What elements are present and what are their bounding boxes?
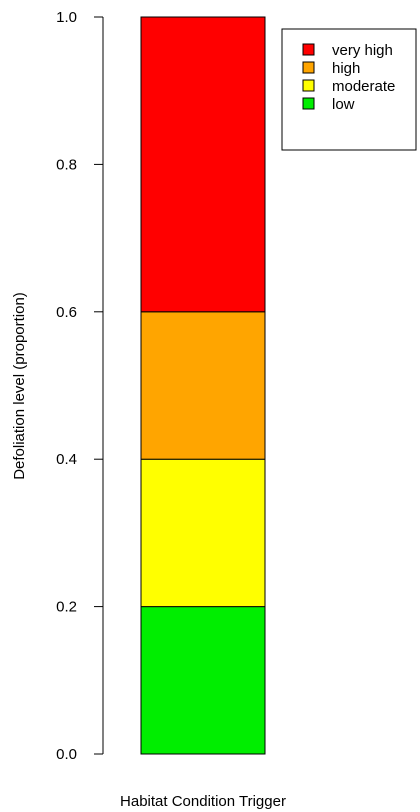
y-tick-label: 0.4 — [56, 451, 77, 468]
legend-label-low: low — [332, 96, 355, 113]
legend-label-moderate: moderate — [332, 78, 395, 95]
bar-segment-low — [140, 606, 266, 755]
y-axis: 0.0 0.2 0.4 0.6 0.8 1.0 — [56, 9, 104, 763]
y-tick-label: 0.2 — [56, 599, 77, 616]
legend-swatch-low — [302, 97, 315, 110]
legend-swatch-moderate — [302, 79, 315, 92]
bar-segment-moderate — [140, 458, 266, 608]
x-axis-label: Habitat Condition Trigger — [120, 793, 286, 810]
y-tick-label: 1.0 — [56, 9, 77, 26]
bar-stack — [140, 16, 266, 755]
legend-swatch-high — [302, 61, 315, 74]
y-tick-label: 0.6 — [56, 304, 77, 321]
legend-swatch-very-high — [302, 43, 315, 56]
legend-box — [281, 28, 417, 151]
legend-label-high: high — [332, 60, 360, 77]
y-tick-label: 0.8 — [56, 156, 77, 173]
y-axis-label: Defoliation level (proportion) — [11, 292, 28, 480]
bar-segment-high — [140, 311, 266, 460]
legend-label-very-high: very high — [332, 42, 393, 59]
bar-segment-very-high — [140, 16, 266, 313]
y-tick-label: 0.0 — [56, 746, 77, 763]
